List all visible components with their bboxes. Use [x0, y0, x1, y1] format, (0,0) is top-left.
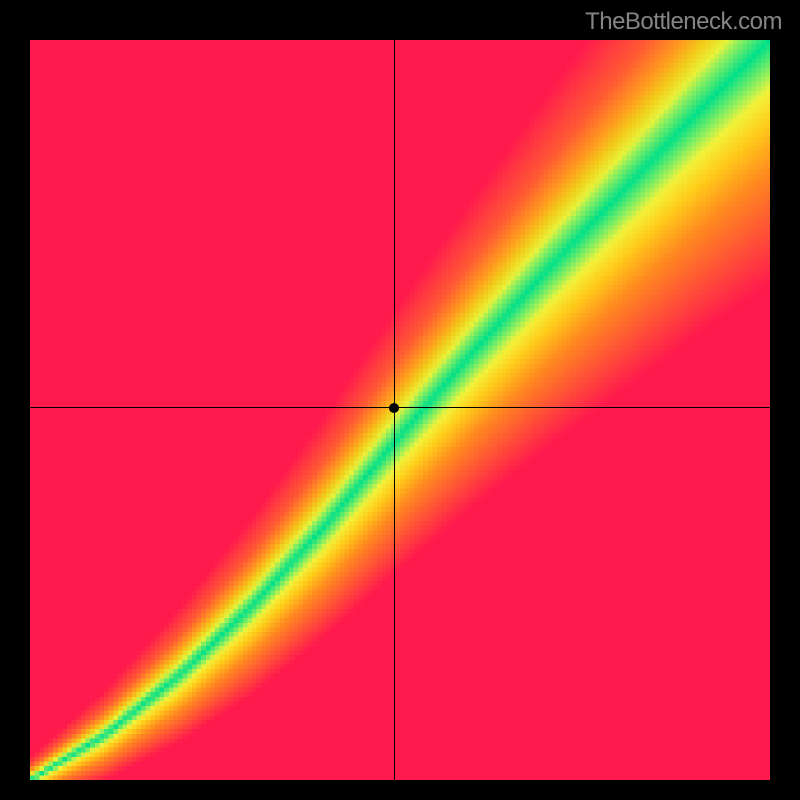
heatmap-canvas: [30, 40, 770, 780]
chart-root: TheBottleneck.com: [0, 0, 800, 800]
watermark-text: TheBottleneck.com: [585, 8, 782, 36]
crosshair-marker: [389, 403, 399, 413]
heatmap-plot: [30, 40, 770, 780]
crosshair-horizontal: [30, 407, 770, 408]
